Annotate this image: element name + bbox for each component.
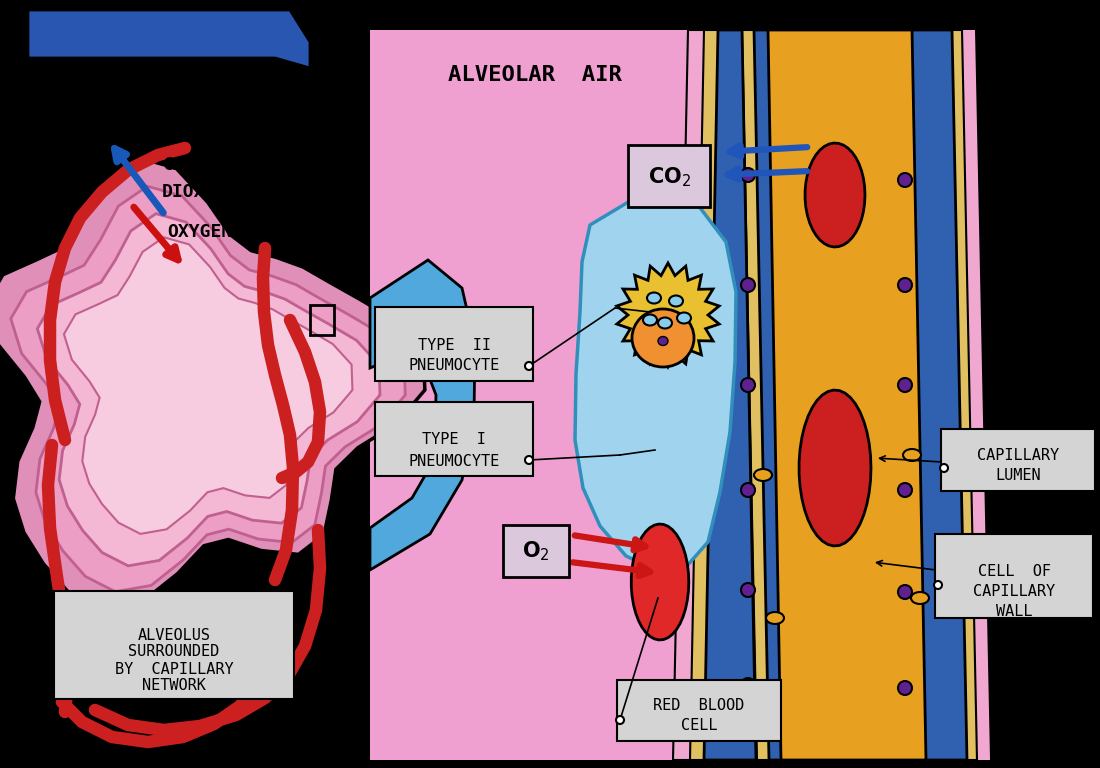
Polygon shape: [742, 30, 977, 760]
Ellipse shape: [632, 309, 694, 367]
Text: CAPILLARY: CAPILLARY: [977, 448, 1059, 462]
FancyBboxPatch shape: [935, 534, 1093, 618]
Polygon shape: [730, 30, 990, 760]
Text: RED  BLOOD: RED BLOOD: [653, 699, 745, 713]
Ellipse shape: [898, 173, 912, 187]
Circle shape: [616, 716, 624, 724]
Text: PNEUMOCYTE: PNEUMOCYTE: [408, 359, 499, 373]
Ellipse shape: [669, 296, 683, 306]
Polygon shape: [64, 237, 352, 534]
Ellipse shape: [898, 278, 912, 292]
FancyBboxPatch shape: [503, 525, 569, 577]
Ellipse shape: [898, 585, 912, 599]
Text: OXYGEN: OXYGEN: [167, 223, 232, 241]
Text: ALVEOLAR  AIR: ALVEOLAR AIR: [448, 65, 622, 85]
FancyBboxPatch shape: [940, 429, 1094, 491]
Polygon shape: [673, 30, 708, 760]
Circle shape: [525, 456, 533, 464]
Text: PNEUMOCYTE: PNEUMOCYTE: [408, 453, 499, 468]
Ellipse shape: [898, 483, 912, 497]
Text: DIOXIDE: DIOXIDE: [162, 183, 238, 201]
Text: SURROUNDED: SURROUNDED: [129, 644, 220, 660]
Polygon shape: [575, 195, 736, 570]
Ellipse shape: [898, 681, 912, 695]
Text: WALL: WALL: [996, 604, 1032, 620]
Text: TYPE  II: TYPE II: [418, 337, 491, 353]
Text: O$_2$: O$_2$: [522, 539, 550, 563]
Ellipse shape: [903, 449, 921, 461]
Ellipse shape: [658, 336, 668, 346]
Text: ALVEOLUS: ALVEOLUS: [138, 627, 210, 643]
Polygon shape: [617, 263, 719, 367]
Polygon shape: [28, 10, 310, 68]
Polygon shape: [370, 260, 475, 570]
Polygon shape: [370, 30, 870, 760]
Polygon shape: [768, 30, 926, 760]
Text: LUMEN: LUMEN: [996, 468, 1041, 484]
Ellipse shape: [647, 293, 661, 303]
Circle shape: [525, 362, 533, 370]
Ellipse shape: [644, 315, 657, 326]
Ellipse shape: [658, 317, 672, 329]
Ellipse shape: [676, 313, 691, 323]
Text: TYPE  I: TYPE I: [422, 432, 486, 448]
Text: CO$_2$: CO$_2$: [648, 165, 692, 189]
FancyBboxPatch shape: [54, 591, 294, 699]
FancyBboxPatch shape: [375, 307, 534, 381]
Ellipse shape: [741, 483, 755, 497]
Ellipse shape: [766, 612, 784, 624]
Ellipse shape: [741, 583, 755, 597]
Ellipse shape: [741, 678, 755, 692]
Ellipse shape: [911, 592, 930, 604]
Polygon shape: [704, 30, 756, 760]
Polygon shape: [37, 214, 379, 566]
Ellipse shape: [741, 278, 755, 292]
Ellipse shape: [898, 378, 912, 392]
Ellipse shape: [754, 469, 772, 481]
Text: CARBON: CARBON: [163, 156, 228, 174]
Polygon shape: [805, 143, 865, 247]
Circle shape: [934, 581, 942, 589]
FancyBboxPatch shape: [375, 402, 534, 476]
Polygon shape: [0, 157, 425, 609]
Text: NETWORK: NETWORK: [142, 678, 206, 694]
Ellipse shape: [741, 378, 755, 392]
Text: CELL  OF: CELL OF: [978, 564, 1050, 580]
FancyBboxPatch shape: [628, 145, 710, 207]
Ellipse shape: [741, 168, 755, 182]
Bar: [310, 305, 334, 335]
Circle shape: [940, 464, 948, 472]
Polygon shape: [754, 30, 967, 760]
Polygon shape: [799, 390, 871, 546]
Polygon shape: [690, 30, 722, 760]
FancyBboxPatch shape: [617, 680, 781, 741]
Text: CAPILLARY: CAPILLARY: [972, 584, 1055, 600]
Polygon shape: [11, 186, 405, 591]
Polygon shape: [631, 524, 689, 640]
Text: BY  CAPILLARY: BY CAPILLARY: [114, 661, 233, 677]
Text: CELL: CELL: [681, 719, 717, 733]
